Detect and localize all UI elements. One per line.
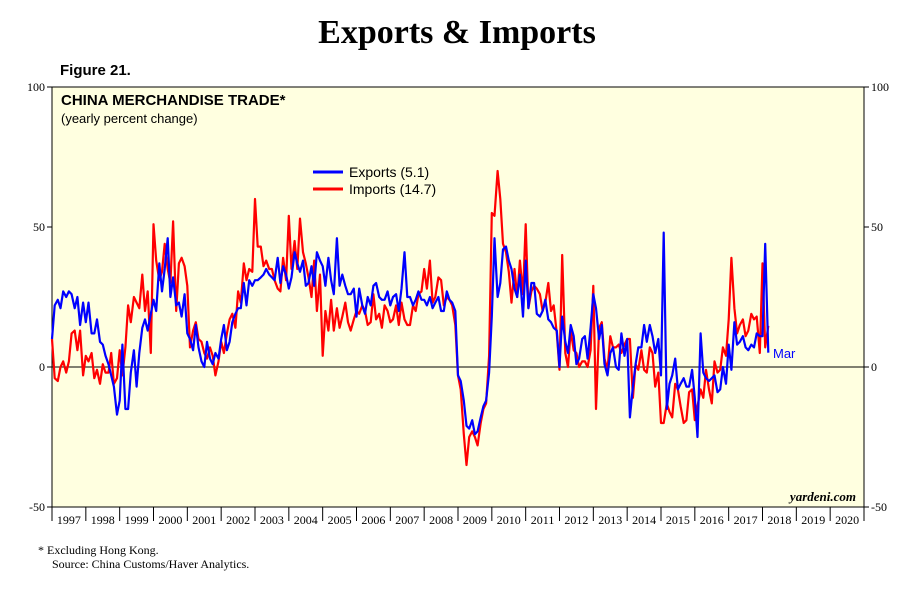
y-tick-label-left: 50: [33, 220, 45, 234]
x-tick-label: 2017: [734, 513, 758, 527]
y-tick-label-right: 100: [871, 80, 889, 94]
y-tick-label-left: -50: [29, 500, 45, 514]
x-tick-label: 2014: [632, 513, 656, 527]
x-tick-label: 2008: [429, 513, 453, 527]
y-tick-label-left: 100: [27, 80, 45, 94]
x-tick-label: 2011: [531, 513, 555, 527]
legend: Exports (5.1) Imports (14.7): [313, 164, 436, 197]
footnote-source: Source: China Customs/Haver Analytics.: [52, 557, 250, 571]
imports-line: [50, 169, 770, 467]
y-tick-label-left: 0: [39, 360, 45, 374]
x-tick-label: 2000: [158, 513, 182, 527]
y-tick-label-right: -50: [871, 500, 887, 514]
x-tick-label: 2019: [801, 513, 825, 527]
x-tick-label: 1999: [125, 513, 149, 527]
x-tick-label: 2018: [767, 513, 791, 527]
footnote-note: * Excluding Hong Kong.: [38, 543, 159, 557]
x-tick-label: 2003: [260, 513, 284, 527]
x-tick-label: 2015: [666, 513, 690, 527]
x-tick-label: 2012: [564, 513, 588, 527]
y-axis: -50 -50 0 0 50 50 100 100: [27, 80, 889, 514]
x-tick-label: 2001: [192, 513, 216, 527]
x-tick-label: 2010: [497, 513, 521, 527]
series-layer: [50, 169, 770, 467]
x-tick-label: 1998: [91, 513, 115, 527]
x-tick-label: 2013: [598, 513, 622, 527]
x-tick-label: 2009: [463, 513, 487, 527]
x-tick-label: 2016: [700, 513, 724, 527]
x-tick-label: 2005: [328, 513, 352, 527]
chart-subtitle: (yearly percent change): [61, 111, 198, 126]
x-tick-label: 2002: [226, 513, 250, 527]
y-tick-label-right: 0: [871, 360, 877, 374]
legend-imports-label: Imports (14.7): [349, 181, 436, 197]
figure-label: Figure 21.: [60, 62, 131, 79]
chart: -50 -50 0 0 50 50 100 100 1997 1998 1999 2000 2001 2…: [27, 80, 889, 527]
footnote: * Excluding Hong Kong. Source: China Cus…: [38, 543, 249, 571]
page-title: Exports & Imports: [318, 14, 596, 51]
exports-line: [50, 231, 770, 439]
x-tick-label: 1997: [57, 513, 81, 527]
x-axis: 1997 1998 1999 2000 2001 2002 2003 2004 2005 2006…: [51, 507, 865, 527]
chart-title: CHINA MERCHANDISE TRADE*: [61, 92, 286, 109]
x-tick-label: 2020: [835, 513, 859, 527]
watermark: yardeni.com: [788, 489, 856, 504]
x-tick-label: 2007: [395, 513, 419, 527]
plot-area: [51, 86, 865, 508]
y-tick-label-right: 50: [871, 220, 883, 234]
x-tick-label: 2004: [294, 513, 318, 527]
legend-exports-label: Exports (5.1): [349, 164, 429, 180]
end-label: Mar: [773, 346, 796, 361]
x-tick-label: 2006: [361, 513, 385, 527]
